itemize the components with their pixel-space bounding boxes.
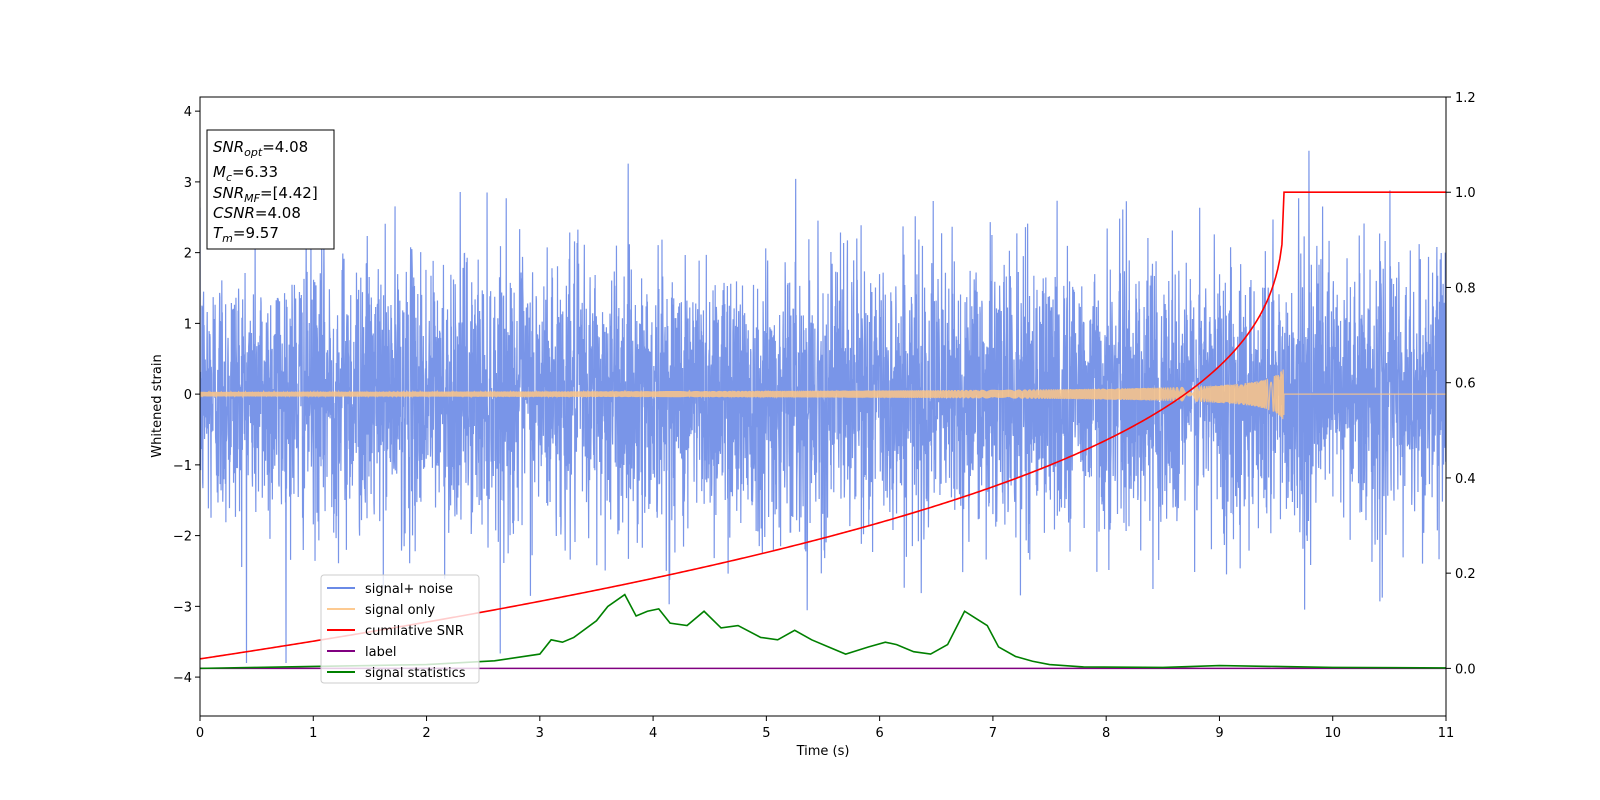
x-tick-label: 1 [309,726,317,741]
series-signal-statistics-line [200,593,1446,670]
legend-frame [320,574,480,684]
legend-label: signal+ noise [365,582,453,597]
y-right-tick-label: 0.0 [1455,662,1476,677]
axes-layer: 0 1 2 3 4 5 6 7 8 9 10 11 −4 −3 −2 −1 0 1 2 3 4 0.0 0.2 0.4 0.6 0… [173,91,1476,741]
legend-label: signal only [365,603,435,618]
x-tick-label: 0 [196,726,204,741]
y-tick-label: −1 [173,459,192,474]
x-tick-label: 3 [536,726,544,741]
series-signal-noise-line [200,150,1446,663]
x-axis-label: Time (s) [796,744,850,759]
y-tick-label: 1 [184,317,192,332]
plot-frame [199,96,1447,717]
legend-label: cumilative SNR [365,624,464,639]
y-tick-label: 0 [184,388,192,403]
info-symbol: M [213,163,226,181]
x-tick-label: 2 [422,726,430,741]
info-symbol: SNR [213,138,244,156]
y-right-tick-label: 0.6 [1455,377,1476,392]
info-box-line: CSNR=4.08 [213,204,301,222]
x-tick-label: 6 [875,726,883,741]
info-box: SNRopt=4.08Mc=6.33SNRMF=[4.42]CSNR=4.08T… [206,129,335,250]
info-value: =9.57 [233,224,279,242]
info-box-line: Mc=6.33 [213,163,278,184]
info-symbol: T [213,224,224,242]
x-tick-label: 8 [1102,726,1110,741]
y-tick-label: −2 [173,530,192,545]
info-box-frame [206,129,335,250]
y-right-tick-label: 0.4 [1455,472,1476,487]
info-subscript: c [226,171,232,184]
y-tick-label: 2 [184,247,192,262]
x-tick-label: 11 [1438,726,1455,741]
info-box-line: Tm=9.57 [213,224,279,245]
info-value: =[4.42] [260,184,318,202]
y-tick-label: 3 [184,176,192,191]
y-right-tick-label: 1.2 [1455,91,1476,106]
x-tick-label: 4 [649,726,657,741]
x-tick-label: 5 [762,726,770,741]
y-right-tick-label: 0.8 [1455,281,1476,296]
y-tick-label: −3 [173,600,192,615]
info-value: =4.08 [262,138,308,156]
y-right-tick-label: 1.0 [1455,186,1476,201]
info-subscript: m [222,232,233,245]
info-subscript: opt [244,146,263,159]
info-subscript: MF [244,192,260,205]
x-tick-label: 10 [1324,726,1341,741]
info-value: =4.08 [255,204,301,222]
y-axis-label: Whitened strain [150,354,165,457]
info-value: =6.33 [232,163,278,181]
legend: signal+ noise signal only cumilative SNR la… [320,574,480,684]
info-symbol: CSNR [213,204,255,222]
y-tick-label: −4 [173,671,192,686]
x-tick-label: 7 [989,726,997,741]
series-signal-only-line [200,369,1446,420]
info-symbol: SNR [213,184,244,202]
x-tick-label: 9 [1215,726,1223,741]
legend-label: signal statistics [365,666,466,681]
y-tick-label: 4 [184,105,192,120]
info-box-line: SNRMF=[4.42] [213,184,318,205]
info-box-line: SNRopt=4.08 [213,138,308,159]
y-right-tick-label: 0.2 [1455,567,1476,582]
legend-label: label [365,645,396,660]
